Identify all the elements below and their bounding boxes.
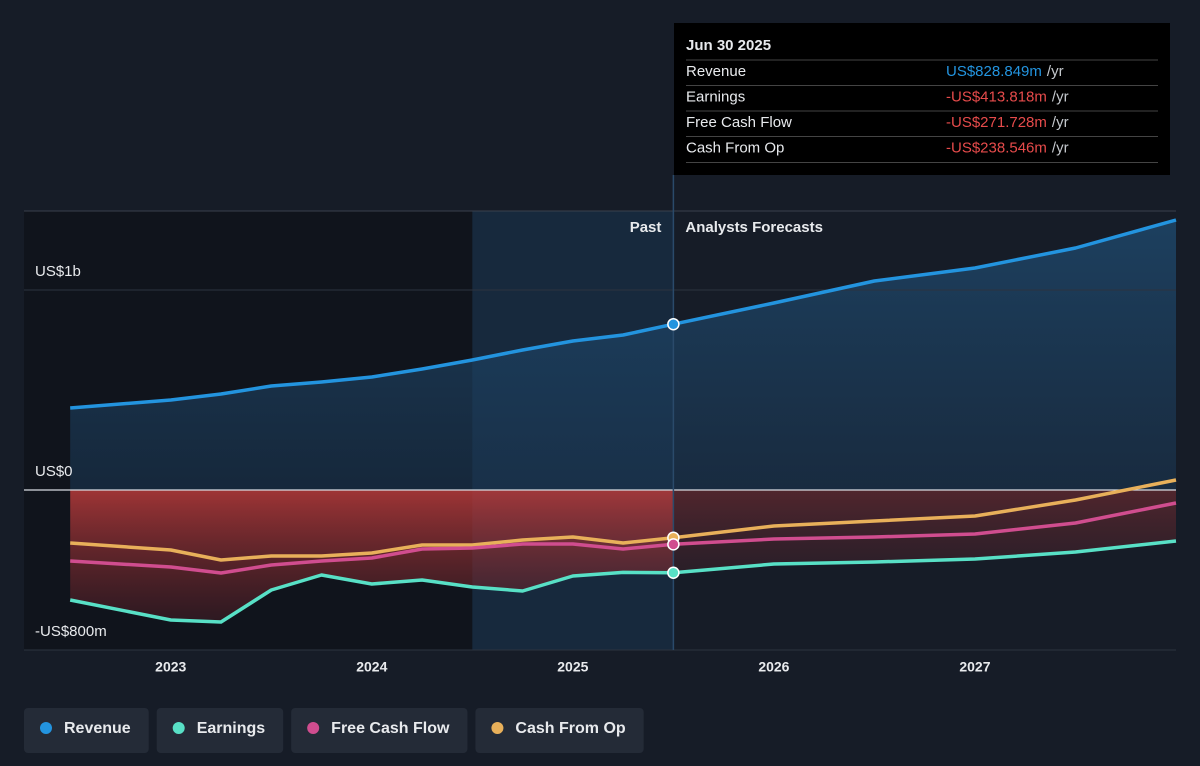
tooltip-name: Free Cash Flow <box>686 114 792 131</box>
legend-item[interactable]: Cash From Op <box>475 708 644 753</box>
tooltip-unit: /yr <box>1047 63 1064 80</box>
x-tick-label: 2024 <box>356 659 387 675</box>
point <box>667 317 680 331</box>
legend-item[interactable]: Revenue <box>24 708 149 753</box>
legend-button[interactable] <box>24 708 149 753</box>
legend-swatch <box>40 722 52 734</box>
series-line <box>70 478 1177 562</box>
legend-swatch <box>491 722 504 734</box>
legend-item[interactable]: Free Cash Flow <box>291 708 468 753</box>
point <box>667 566 680 580</box>
legend-label: Revenue <box>64 720 131 737</box>
tooltip-name: Earnings <box>686 88 745 105</box>
x-tick-label: 2025 <box>557 659 588 675</box>
past-label: Past <box>630 219 662 236</box>
tooltip-name: Revenue <box>686 63 746 80</box>
tooltip-unit: /yr <box>1052 88 1069 105</box>
y-tick-label: -US$800m <box>35 623 107 640</box>
legend-button[interactable] <box>475 708 644 753</box>
tooltip-number: -US$271.728m <box>946 114 1047 131</box>
x-tick-label: 2027 <box>959 659 990 675</box>
tooltip-value: -US$271.728m/yr <box>946 114 1069 131</box>
earnings-area-past <box>70 490 674 622</box>
series-line <box>70 501 1177 575</box>
legend-button[interactable] <box>156 708 284 753</box>
y-tick-label: US$1b <box>35 263 81 280</box>
legend-button[interactable] <box>291 708 468 753</box>
forecast-label: Analysts Forecasts <box>685 219 823 236</box>
tooltip-unit: /yr <box>1052 139 1069 156</box>
x-tick-label: 2026 <box>758 659 789 675</box>
legend-swatch <box>307 722 320 734</box>
tooltip-unit: /yr <box>1052 114 1069 131</box>
tooltip-box <box>674 23 1170 175</box>
tooltip-value: -US$413.818m/yr <box>946 88 1069 105</box>
y-tick-label: US$0 <box>35 463 73 480</box>
tooltip-number: -US$238.546m <box>946 139 1047 156</box>
tooltip-name: Cash From Op <box>686 139 784 156</box>
legend-label: Free Cash Flow <box>331 720 450 737</box>
series-line <box>70 218 1177 410</box>
legend-label: Cash From Op <box>515 720 625 737</box>
series-line <box>69 539 1177 624</box>
revenue-area <box>70 220 1177 490</box>
tooltip-title: Jun 30 2025 <box>686 37 771 54</box>
legend-label: Earnings <box>197 720 266 737</box>
legend-item[interactable]: Earnings <box>156 708 284 753</box>
tooltip-value: US$828.849m/yr <box>946 63 1064 80</box>
tooltip-number: US$828.849m <box>946 63 1042 80</box>
legend-swatch <box>172 722 185 734</box>
point <box>667 538 680 551</box>
x-tick-label: 2023 <box>155 659 186 675</box>
tooltip-value: -US$238.546m/yr <box>946 139 1069 156</box>
tooltip-number: -US$413.818m <box>946 88 1047 105</box>
